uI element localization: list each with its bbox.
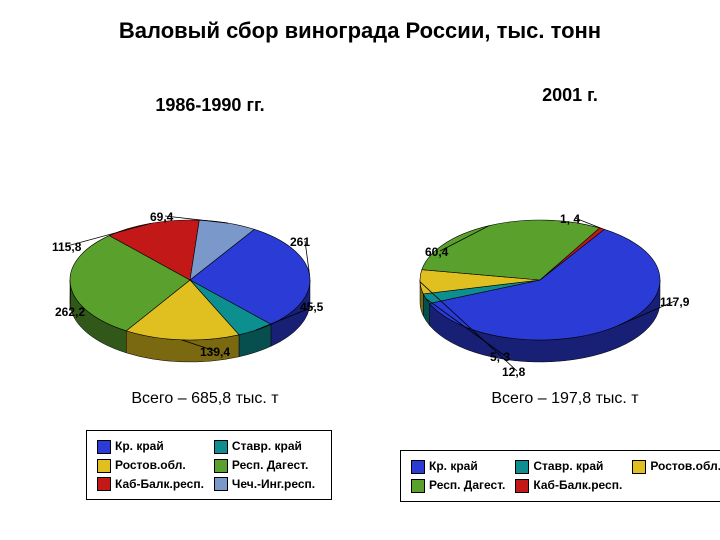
legend-item: Ростов.обл. bbox=[95, 456, 212, 475]
legend-swatch bbox=[214, 477, 228, 491]
legend-item: Каб-Балк.респ. bbox=[513, 476, 630, 495]
data-label: 45,5 bbox=[300, 300, 323, 314]
legend-item: Ставр. край bbox=[513, 457, 630, 476]
right-legend: Кр. край Ставр. край Ростов.обл. Респ. Даге… bbox=[400, 450, 720, 502]
data-label: 1, 4 bbox=[560, 212, 580, 226]
legend-swatch bbox=[214, 440, 228, 454]
legend-item: Респ. Дагест. bbox=[212, 456, 323, 475]
legend-swatch bbox=[515, 460, 529, 474]
legend-label: Ставр. край bbox=[232, 439, 302, 453]
legend-item: Кр. край bbox=[95, 437, 212, 456]
legend-item: Чеч.-Инг.респ. bbox=[212, 475, 323, 494]
legend-item: Ростов.обл. bbox=[630, 457, 720, 476]
data-label: 139,4 bbox=[200, 345, 230, 359]
legend-swatch bbox=[515, 479, 529, 493]
legend-item: Каб-Балк.респ. bbox=[95, 475, 212, 494]
legend-item: Кр. край bbox=[409, 457, 513, 476]
legend-swatch bbox=[97, 477, 111, 491]
data-label: 262,2 bbox=[55, 305, 85, 319]
legend-label: Чеч.-Инг.респ. bbox=[232, 477, 315, 491]
legend-label: Респ. Дагест. bbox=[429, 478, 505, 492]
data-label: 117,9 bbox=[660, 295, 689, 309]
legend-swatch bbox=[632, 460, 646, 474]
data-label: 261 bbox=[290, 235, 310, 249]
legend-label: Ростов.обл. bbox=[650, 459, 720, 473]
data-label: 12,8 bbox=[502, 365, 525, 379]
legend-label: Кр. край bbox=[115, 439, 164, 453]
data-label: 115,8 bbox=[52, 240, 81, 254]
legend-label: Каб-Балк.респ. bbox=[533, 478, 622, 492]
left-legend: Кр. край Ставр. край Ростов.обл. Респ. Даге… bbox=[86, 430, 332, 500]
legend-swatch bbox=[97, 440, 111, 454]
data-label: 60,4 bbox=[425, 245, 448, 259]
data-label: 5, 3 bbox=[490, 350, 510, 364]
legend-label: Каб-Балк.респ. bbox=[115, 477, 204, 491]
legend-label: Респ. Дагест. bbox=[232, 458, 308, 472]
legend-label: Кр. край bbox=[429, 459, 478, 473]
left-total: Всего – 685,8 тыс. т bbox=[55, 390, 355, 408]
legend-swatch bbox=[411, 460, 425, 474]
legend-item: Респ. Дагест. bbox=[409, 476, 513, 495]
legend-swatch bbox=[214, 459, 228, 473]
legend-swatch bbox=[97, 459, 111, 473]
legend-item: Ставр. край bbox=[212, 437, 323, 456]
data-label: 69,4 bbox=[150, 210, 173, 224]
legend-swatch bbox=[411, 479, 425, 493]
legend-label: Ростов.обл. bbox=[115, 458, 186, 472]
legend-label: Ставр. край bbox=[533, 459, 603, 473]
right-total: Всего – 197,8 тыс. т bbox=[415, 390, 715, 408]
